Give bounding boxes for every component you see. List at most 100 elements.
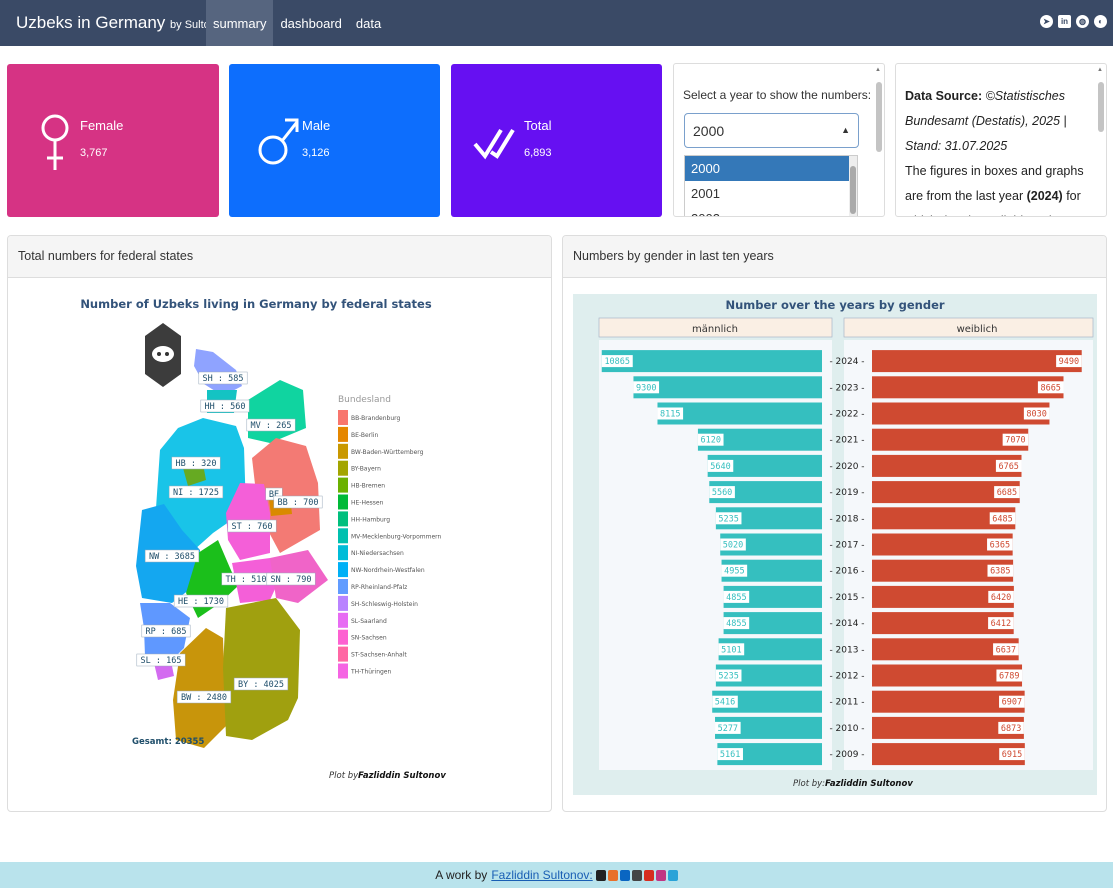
- state-label-text: RP : 685: [146, 627, 187, 637]
- scroll-up-icon[interactable]: ▲: [1097, 67, 1103, 73]
- male-value-label: 8115: [660, 410, 680, 420]
- female-value-label: 6915: [1002, 750, 1022, 760]
- facet-label-male: männlich: [692, 324, 738, 335]
- legend-label: SH-Schleswig-Holstein: [351, 601, 418, 608]
- state-bw[interactable]: [173, 628, 226, 748]
- female-value-label: 6685: [997, 488, 1017, 498]
- female-value-label: 6385: [990, 567, 1010, 577]
- year-option[interactable]: 2000: [685, 156, 857, 181]
- female-bar[interactable]: [872, 402, 1050, 425]
- female-bar[interactable]: [872, 743, 1025, 766]
- tab-dashboard[interactable]: dashboard: [280, 15, 342, 31]
- male-label: Male: [302, 118, 331, 133]
- state-by[interactable]: [223, 598, 300, 740]
- linkedin-icon[interactable]: in: [1058, 15, 1071, 28]
- female-bar[interactable]: [872, 481, 1020, 504]
- telegram-icon[interactable]: [667, 869, 678, 881]
- male-value-label-box: [723, 590, 750, 603]
- year-tick-label: - 2019 -: [829, 488, 864, 498]
- info-box-scrollbar[interactable]: [1098, 82, 1104, 132]
- state-label-text: HB : 320: [176, 459, 217, 469]
- female-bar[interactable]: [872, 454, 1022, 477]
- linkedin-icon[interactable]: [619, 869, 630, 881]
- tab-data[interactable]: data: [355, 15, 382, 31]
- female-bar[interactable]: [872, 638, 1019, 661]
- female-bar[interactable]: [872, 428, 1029, 451]
- female-bar[interactable]: [872, 664, 1023, 687]
- year-tick-label: - 2017 -: [829, 541, 864, 551]
- female-bar[interactable]: [872, 533, 1013, 556]
- male-value-label-box: [717, 748, 743, 761]
- male-bar[interactable]: [657, 402, 822, 425]
- legend-label: TH-Thüringen: [350, 669, 391, 676]
- male-bar[interactable]: [707, 454, 822, 477]
- theme-toggle-icon[interactable]: ◐: [1094, 15, 1107, 28]
- year-tick-label: - 2023 -: [829, 383, 864, 393]
- year-tick-label: - 2020 -: [829, 462, 864, 472]
- state-ni[interactable]: [156, 418, 246, 550]
- logo-icon: [145, 323, 181, 387]
- male-value-label-box: [707, 459, 734, 472]
- navbar: Uzbeks in Germany by SultonovF summary d…: [0, 0, 1113, 46]
- state-hb[interactable]: [183, 464, 206, 486]
- map-credit-name: Fazliddin Sultonov: [358, 771, 446, 781]
- app-brand[interactable]: Uzbeks in Germany by SultonovF: [0, 13, 234, 33]
- male-bar[interactable]: [718, 638, 822, 661]
- dropdown-scrollbar-thumb[interactable]: [850, 166, 856, 214]
- female-value-label: 8665: [1040, 383, 1060, 393]
- female-value-label: 6907: [1002, 698, 1022, 708]
- male-bar[interactable]: [633, 376, 822, 399]
- data-source-text: Data Source: ©Statistisches Bundesamt (D…: [905, 84, 1093, 216]
- female-value-label-box: [1056, 355, 1082, 368]
- legend-label: BB-Brandenburg: [351, 415, 401, 422]
- year-option[interactable]: 2002: [685, 206, 857, 216]
- male-bar[interactable]: [715, 716, 822, 739]
- female-bar[interactable]: [872, 716, 1024, 739]
- state-label-box: [176, 690, 232, 704]
- app-title: Uzbeks in Germany: [16, 13, 166, 32]
- female-value-label-box: [998, 721, 1024, 734]
- female-bar[interactable]: [872, 585, 1014, 608]
- youtube-icon[interactable]: [643, 869, 654, 881]
- instagram-icon[interactable]: [655, 869, 666, 881]
- legend-swatch: [338, 595, 348, 611]
- male-bar[interactable]: [717, 743, 822, 766]
- female-bar[interactable]: [872, 559, 1014, 582]
- globe-icon[interactable]: ◍: [1076, 15, 1089, 28]
- female-bar[interactable]: [872, 376, 1064, 399]
- select-box-scrollbar[interactable]: [876, 82, 882, 152]
- state-labels: SH : 585 HH : 560 MV : 265 HB : 320 NI : 172…: [136, 371, 323, 704]
- female-value-label-box: [987, 538, 1013, 551]
- female-bar[interactable]: [872, 507, 1016, 530]
- year-tick-label: - 2014 -: [829, 619, 864, 629]
- footer-text: A work by: [435, 868, 488, 882]
- female-bar[interactable]: [872, 350, 1082, 373]
- state-mv[interactable]: [248, 380, 306, 443]
- github-icon[interactable]: [595, 869, 606, 881]
- female-bar[interactable]: [872, 612, 1014, 635]
- male-bar[interactable]: [697, 428, 822, 451]
- year-option[interactable]: 2001: [691, 186, 720, 201]
- year-select-input[interactable]: 2000 ▲: [684, 113, 859, 148]
- telegram-icon[interactable]: ➤: [1040, 15, 1053, 28]
- tab-summary[interactable]: summary: [206, 0, 274, 46]
- kaggle-icon[interactable]: [631, 869, 642, 881]
- footer-author-link[interactable]: Fazliddin Sultonov:: [491, 868, 593, 882]
- male-value-label: 5161: [720, 750, 740, 760]
- female-icon: [41, 114, 69, 170]
- map-credit-label: Plot by:: [329, 771, 361, 781]
- state-label: RP : 685: [141, 624, 191, 638]
- male-bar[interactable]: [601, 350, 822, 373]
- scroll-up-icon[interactable]: ▲: [875, 67, 881, 73]
- male-bar[interactable]: [715, 507, 822, 530]
- blogger-icon[interactable]: [607, 869, 618, 881]
- male-value-label-box: [697, 433, 724, 446]
- female-bar[interactable]: [872, 690, 1025, 713]
- male-bar[interactable]: [715, 664, 822, 687]
- male-bar[interactable]: [709, 481, 822, 504]
- male-bar[interactable]: [712, 690, 822, 713]
- dropdown-scrollbar[interactable]: [849, 156, 857, 216]
- male-value-label-box: [715, 721, 741, 734]
- legend-swatch: [338, 443, 348, 459]
- female-value-label-box: [993, 643, 1019, 656]
